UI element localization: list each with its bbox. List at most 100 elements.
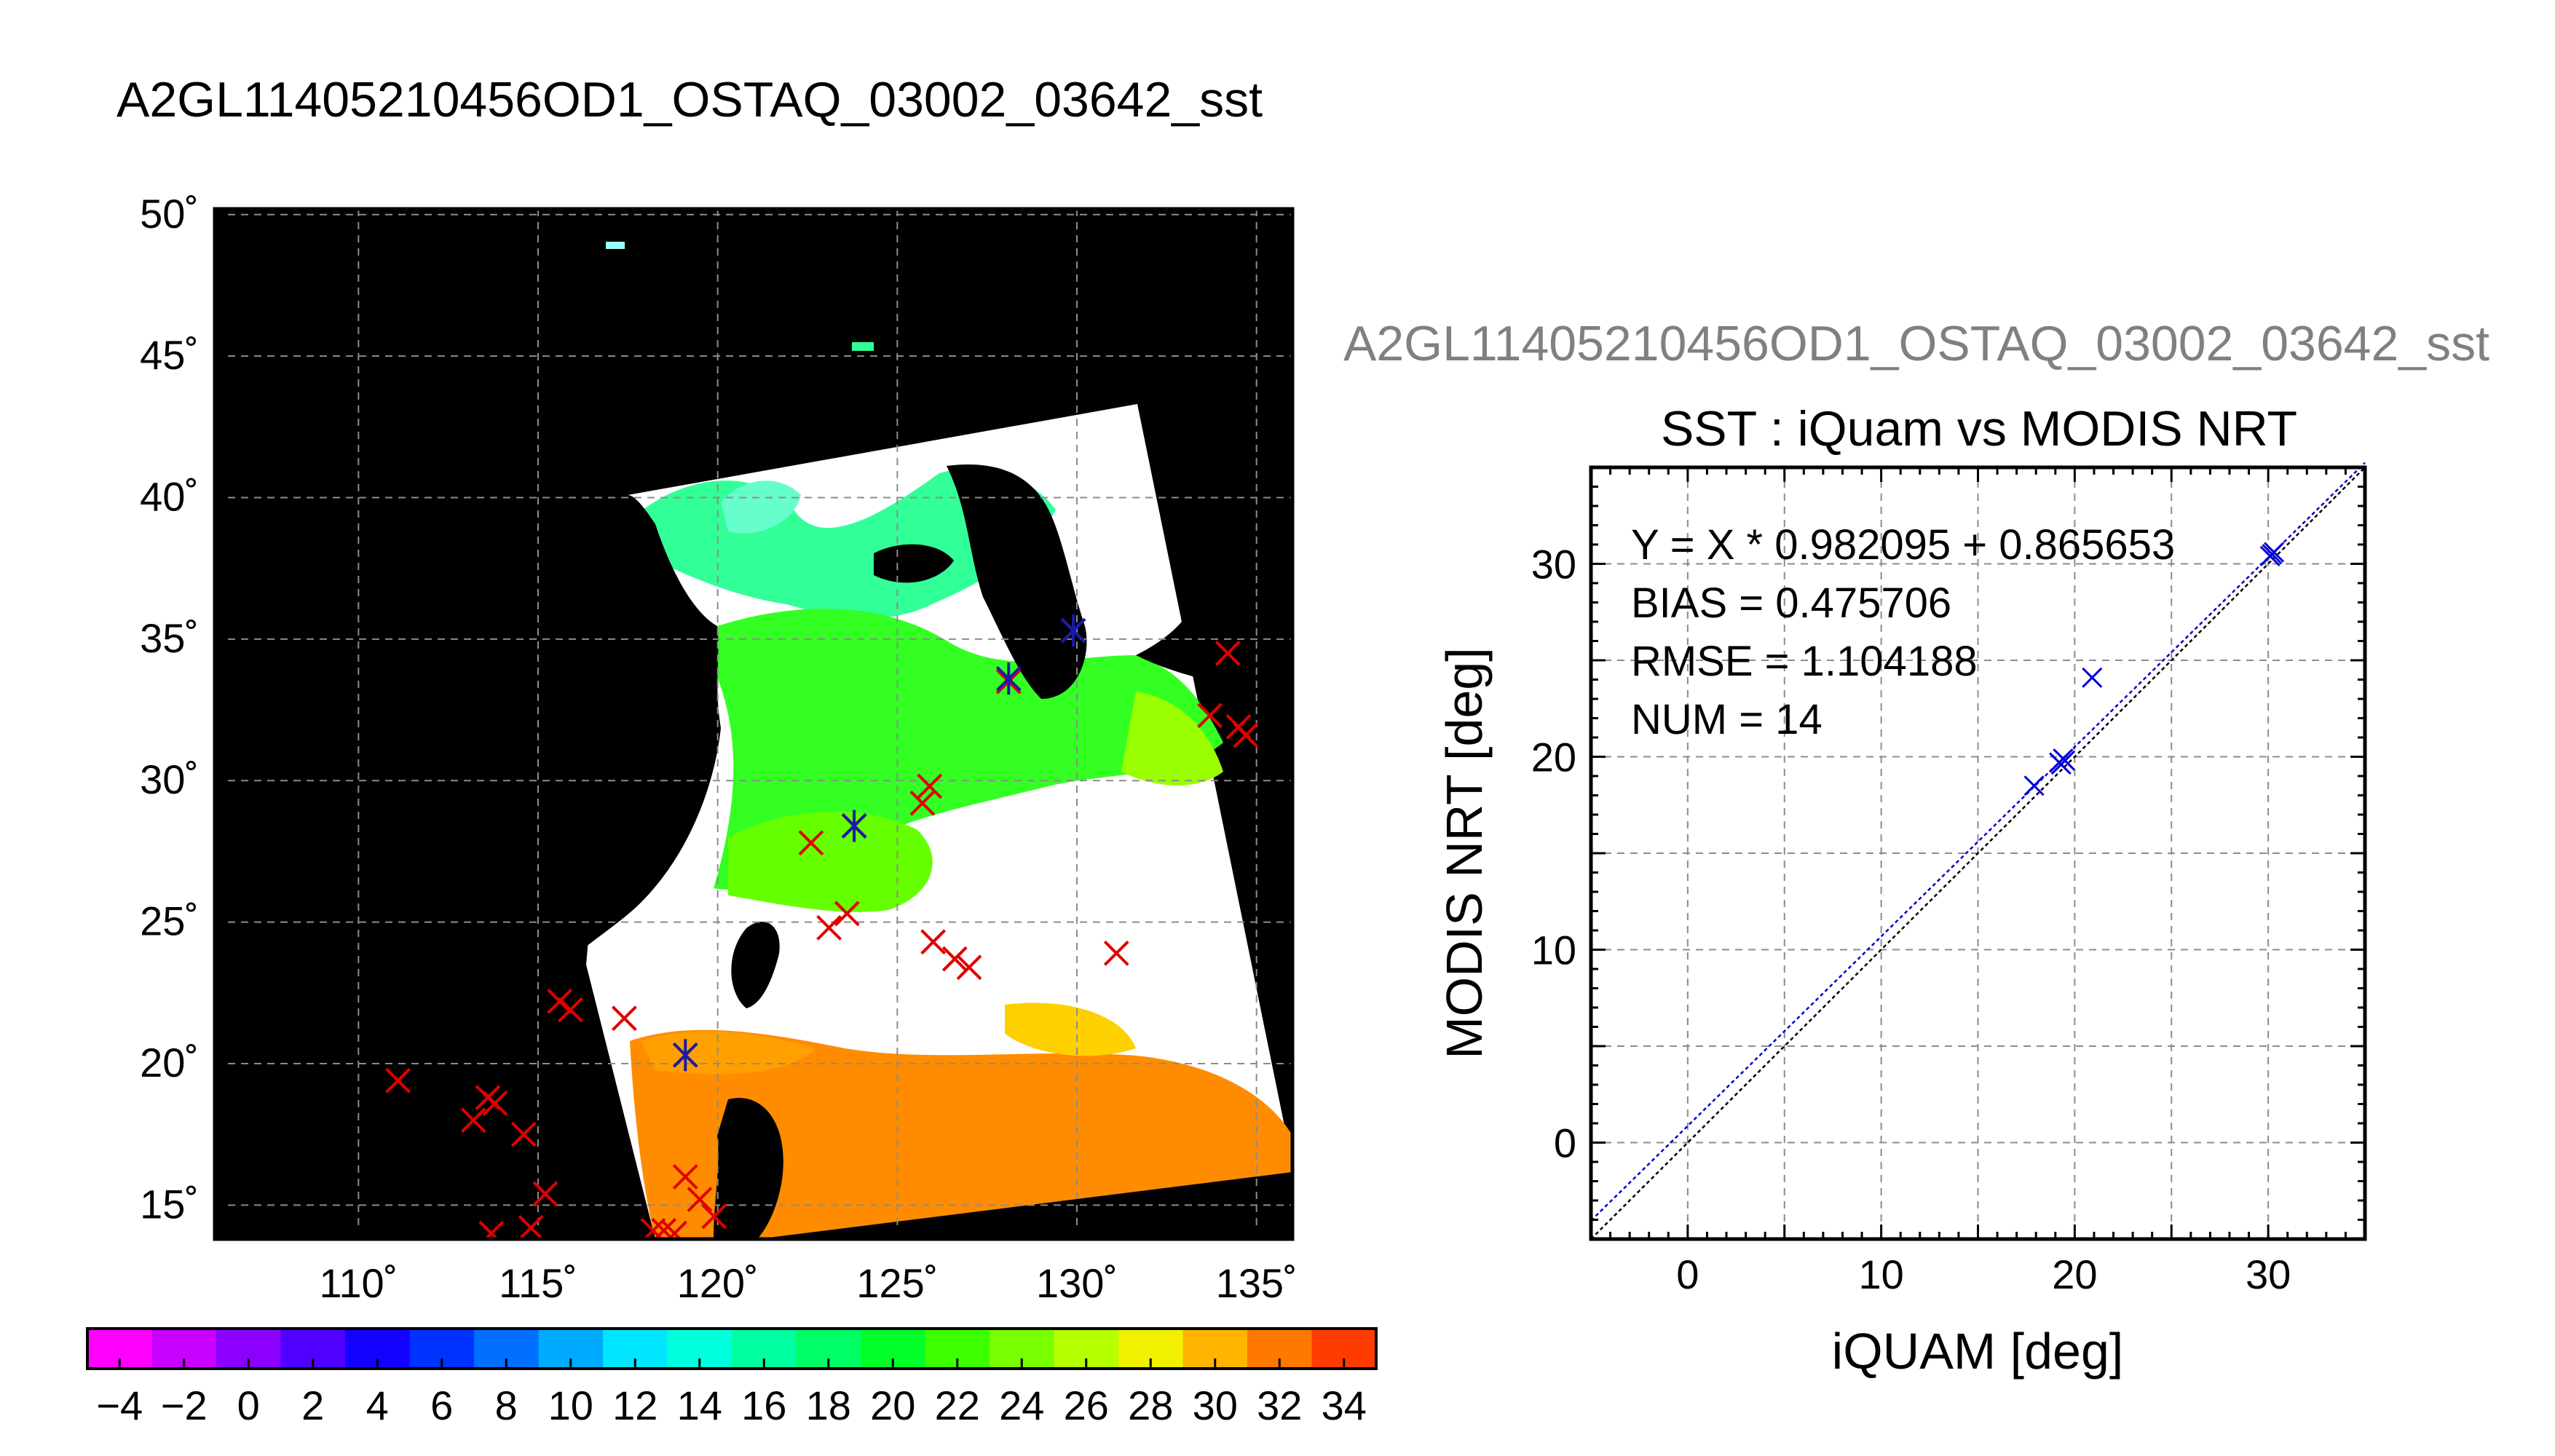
sst-speck bbox=[606, 242, 625, 249]
scatter-points bbox=[2023, 542, 2285, 796]
map-y-tick-label: 50˚ bbox=[140, 191, 199, 237]
match-marker-stroke bbox=[687, 1187, 713, 1212]
land-luzon bbox=[714, 1098, 783, 1239]
colorbar-cells bbox=[87, 1329, 1377, 1369]
match-marker bbox=[956, 954, 982, 981]
sst-speck bbox=[852, 342, 874, 351]
figure-title: A2GL11405210456OD1_OSTAQ_03002_03642_sst bbox=[117, 72, 1263, 127]
map-y-tick-label: 25˚ bbox=[140, 898, 199, 944]
sst-field-yellow bbox=[1005, 1002, 1136, 1056]
match-marker bbox=[518, 1215, 544, 1239]
colorbar-tick-label: −2 bbox=[161, 1382, 208, 1428]
scatter-grid bbox=[1591, 467, 2365, 1239]
sst-map: 110˚ 115˚ 120˚ 125˚ 130˚ 135˚ 15˚ 20˚ 25˚ 30˚ 35˚ 4… bbox=[140, 191, 1298, 1306]
colorbar-tick-label: 10 bbox=[548, 1382, 593, 1428]
colorbar-tick-label: 20 bbox=[870, 1382, 915, 1428]
scatter-file-title: A2GL11405210456OD1_OSTAQ_03002_03642_sst bbox=[1343, 316, 2489, 371]
match-marker-stroke bbox=[482, 1090, 508, 1116]
colorbar-tick-label: 30 bbox=[1193, 1382, 1238, 1428]
scatter-y-tick-label: 10 bbox=[1531, 927, 1576, 973]
match-marker-stroke bbox=[701, 1203, 727, 1230]
map-y-tick-label: 45˚ bbox=[140, 332, 199, 378]
match-marker-stroke bbox=[816, 914, 842, 941]
match-marker bbox=[532, 1181, 558, 1207]
match-marker bbox=[920, 929, 947, 955]
colorbar-tick-label: 26 bbox=[1064, 1382, 1109, 1428]
match-marker bbox=[547, 989, 573, 1014]
match-marker bbox=[816, 914, 842, 941]
match-marker-stroke bbox=[672, 1164, 698, 1190]
map-y-tick-label: 35˚ bbox=[140, 615, 199, 661]
scatter-plot: 0 10 20 30 0 10 20 30 Y = X * 0.982095 + 0.8656… bbox=[1436, 462, 2367, 1380]
scatter-lines bbox=[1590, 462, 2366, 1240]
valid-marker bbox=[995, 662, 1022, 695]
land-taiwan bbox=[731, 922, 780, 1008]
scatter-ticks: 0 10 20 30 0 10 20 30 bbox=[1531, 466, 2366, 1297]
match-marker bbox=[662, 1220, 687, 1239]
match-marker-stroke bbox=[666, 1220, 687, 1239]
match-marker-stroke bbox=[941, 946, 968, 972]
match-marker bbox=[917, 773, 943, 799]
match-marker-stroke bbox=[547, 989, 573, 1014]
colorbar-tick-labels: −4 −2 0 2 4 6 8 10 12 14 16 18 20 22 24 26 28 30 32 34 bbox=[96, 1382, 1367, 1428]
match-marker-stroke bbox=[834, 901, 860, 927]
scatter-x-tick-label: 30 bbox=[2246, 1251, 2291, 1297]
scatter-point bbox=[2023, 775, 2045, 796]
scatter-y-tick-label: 20 bbox=[1531, 735, 1576, 780]
scatter-stat-line: BIAS = 0.475706 bbox=[1631, 579, 1951, 627]
match-marker-stroke bbox=[1103, 940, 1129, 966]
colorbar-tick-label: 28 bbox=[1128, 1382, 1173, 1428]
map-x-tick-label: 110˚ bbox=[319, 1260, 398, 1306]
scatter-y-label: MODIS NRT [deg] bbox=[1436, 647, 1493, 1059]
match-marker bbox=[611, 1005, 637, 1032]
match-marker bbox=[557, 997, 583, 1023]
match-marker bbox=[1233, 722, 1259, 748]
match-marker-stroke bbox=[920, 929, 947, 955]
map-x-tick-label: 125˚ bbox=[856, 1260, 938, 1306]
scatter-point-stroke bbox=[2082, 667, 2103, 688]
colorbar-frame bbox=[86, 1327, 1378, 1370]
match-markers bbox=[385, 614, 1259, 1239]
regression-line bbox=[1590, 462, 2366, 1222]
match-marker bbox=[510, 1121, 537, 1147]
colorbar-tick-label: 22 bbox=[935, 1382, 980, 1428]
scatter-point bbox=[2050, 754, 2072, 775]
colorbar-tick-label: 6 bbox=[430, 1382, 453, 1428]
scatter-point-stroke bbox=[2023, 775, 2045, 796]
match-marker bbox=[460, 1107, 486, 1133]
scatter-point-stroke bbox=[2259, 545, 2280, 566]
sst-field-yellowgreen bbox=[1121, 692, 1223, 786]
match-marker bbox=[941, 946, 968, 972]
scatter-x-tick-label: 10 bbox=[1858, 1251, 1903, 1297]
colorbar-tick-label: −4 bbox=[96, 1382, 143, 1428]
colorbar-tick-label: 32 bbox=[1257, 1382, 1302, 1428]
land-japan bbox=[1136, 510, 1292, 728]
map-x-tick-label: 135˚ bbox=[1216, 1260, 1298, 1306]
match-marker-stroke bbox=[909, 790, 936, 816]
map-y-tick-label: 30˚ bbox=[140, 756, 199, 802]
map-y-tick-label: 15˚ bbox=[140, 1181, 199, 1227]
match-marker bbox=[1197, 703, 1223, 729]
map-x-tick-label: 120˚ bbox=[677, 1260, 759, 1306]
sst-field-bohai bbox=[721, 480, 801, 534]
valid-marker bbox=[841, 810, 867, 842]
match-marker bbox=[1215, 640, 1241, 666]
colorbar-tick-label: 2 bbox=[301, 1382, 324, 1428]
match-marker-stroke bbox=[532, 1181, 558, 1207]
match-marker bbox=[687, 1187, 713, 1212]
colorbar-tick-label: 16 bbox=[741, 1382, 786, 1428]
match-marker-stroke bbox=[611, 1005, 637, 1032]
scatter-x-tick-label: 0 bbox=[1676, 1251, 1699, 1297]
one-to-one-line bbox=[1590, 467, 2366, 1240]
colorbar-tick-label: 0 bbox=[237, 1382, 260, 1428]
scatter-stat-line: Y = X * 0.982095 + 0.865653 bbox=[1631, 521, 2175, 569]
match-marker bbox=[478, 1220, 505, 1239]
match-marker-stroke bbox=[1197, 703, 1223, 729]
colorbar-tick-label: 24 bbox=[999, 1382, 1044, 1428]
scatter-x-label: iQUAM [deg] bbox=[1832, 1323, 2124, 1380]
scatter-y-tick-label: 30 bbox=[1531, 542, 1576, 587]
colorbar-tick-label: 12 bbox=[612, 1382, 657, 1428]
scatter-point bbox=[2082, 667, 2103, 688]
match-marker-stroke bbox=[798, 830, 824, 856]
sst-colorbar: −4 −2 0 2 4 6 8 10 12 14 16 18 20 22 24 26 28 30 32 34 bbox=[86, 1327, 1378, 1428]
